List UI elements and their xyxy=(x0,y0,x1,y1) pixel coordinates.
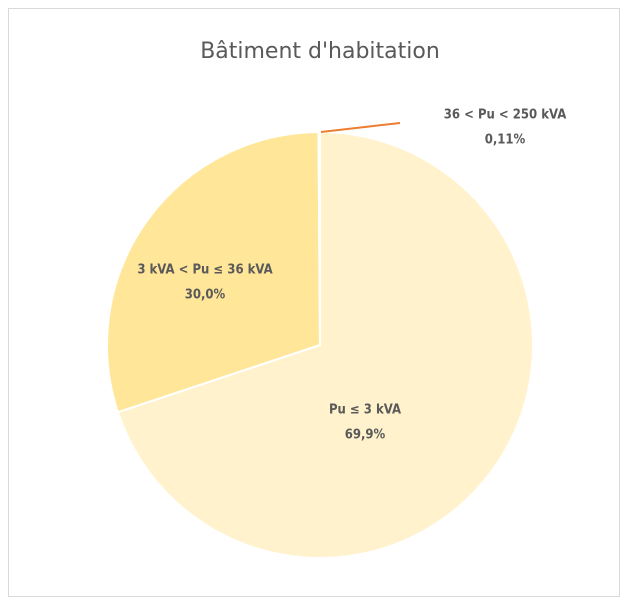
category-label: 3 kVA < Pu ≤ 36 kVA xyxy=(137,263,272,278)
category-label: Pu ≤ 3 kVA xyxy=(329,403,401,418)
leader-line xyxy=(320,122,401,133)
value-label: 0,11% xyxy=(485,133,526,148)
labels: Pu ≤ 3 kVA 69,9% 3 kVA < Pu ≤ 36 kVA 30,0% 3… xyxy=(137,108,566,443)
value-label: 69,9% xyxy=(345,428,386,443)
slices xyxy=(106,130,534,559)
value-label: 30,0% xyxy=(185,288,226,303)
chart-title: Bâtiment d'habitation xyxy=(200,39,440,64)
category-label: 36 < Pu < 250 kVA xyxy=(444,108,567,123)
pie-slice xyxy=(116,130,534,559)
pie-slice xyxy=(317,130,321,346)
pie-slice xyxy=(106,130,322,414)
